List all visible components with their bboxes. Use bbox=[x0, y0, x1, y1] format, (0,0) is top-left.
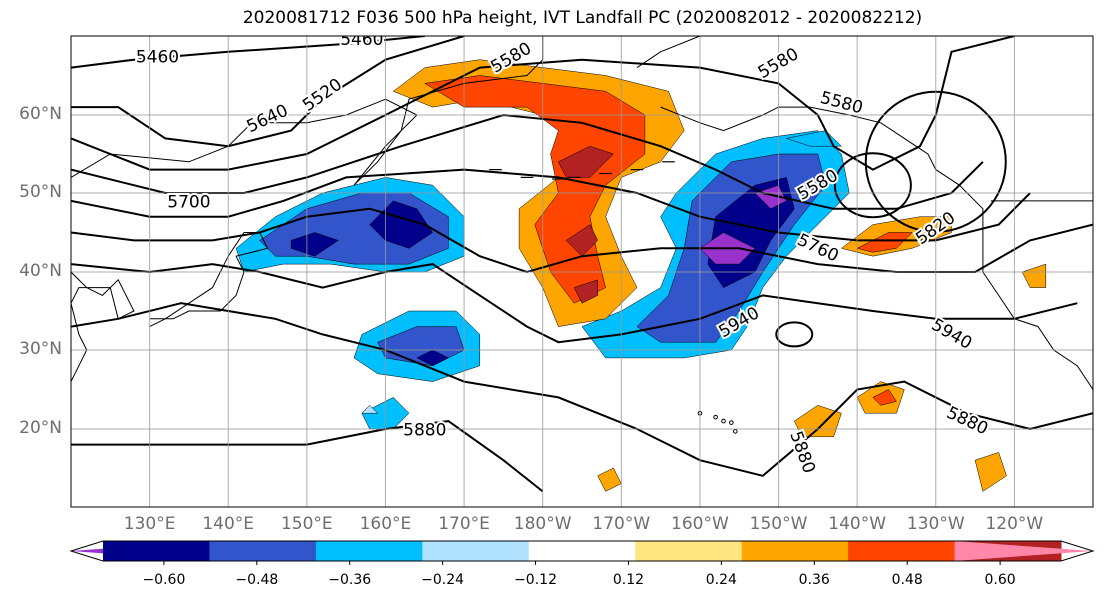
height-contour bbox=[71, 302, 1093, 477]
ivt-pos-core-central bbox=[565, 224, 599, 257]
contour-label: 5460 bbox=[340, 30, 383, 50]
island bbox=[733, 429, 738, 434]
contour-label: 5880 bbox=[943, 403, 991, 439]
height-contour bbox=[775, 321, 814, 348]
ivt-neg-core-west bbox=[290, 232, 339, 257]
lat-label: 20°N bbox=[19, 418, 62, 438]
colorbar-swatch bbox=[103, 541, 210, 561]
colorbar-tick-label: −0.36 bbox=[328, 572, 372, 588]
height-contour bbox=[71, 36, 1015, 171]
lon-label: 180°W bbox=[513, 514, 572, 534]
colorbar-swatch bbox=[954, 541, 1093, 561]
colorbar-swatch bbox=[741, 541, 849, 561]
height-contour bbox=[833, 152, 912, 219]
island bbox=[729, 420, 734, 425]
colorbar-tick-label: 0.24 bbox=[705, 572, 737, 588]
colorbar-tick-label: −0.12 bbox=[514, 572, 557, 588]
colorbar-swatch bbox=[528, 541, 636, 561]
lon-label: 170°E bbox=[438, 514, 490, 534]
lon-label: 170°W bbox=[592, 514, 651, 534]
lat-label: 30°N bbox=[19, 339, 62, 359]
lon-label: 160°W bbox=[671, 514, 729, 534]
contour-label: 5940 bbox=[928, 315, 975, 354]
colorbar-swatch bbox=[209, 541, 317, 561]
coastline bbox=[71, 36, 544, 186]
map-title: 2020081712 F036 500 hPa height, IVT Land… bbox=[242, 8, 923, 28]
colorbar-tick-label: 0.36 bbox=[798, 572, 830, 588]
ivt-pos-small bbox=[1021, 263, 1047, 288]
island bbox=[713, 414, 718, 420]
colorbar-swatch bbox=[422, 541, 530, 561]
contour-label: 5520 bbox=[299, 75, 346, 116]
ivt-pos-small bbox=[974, 452, 1007, 492]
lat-label: 40°N bbox=[19, 261, 62, 281]
lon-label: 150°W bbox=[749, 514, 808, 534]
lon-label: 140°W bbox=[828, 514, 887, 534]
height-contour bbox=[71, 168, 1031, 242]
colorbar-tick-label: −0.60 bbox=[142, 572, 186, 588]
coastline bbox=[636, 36, 779, 69]
contour-label: 5700 bbox=[167, 192, 210, 212]
island bbox=[721, 418, 726, 424]
colorbar bbox=[69, 540, 1095, 565]
coastline bbox=[149, 232, 269, 328]
colorbar-tick-label: 0.12 bbox=[612, 572, 645, 588]
coastline bbox=[71, 271, 135, 383]
colorbar-swatch bbox=[635, 541, 743, 561]
lat-label: 60°N bbox=[19, 104, 62, 124]
lon-label: 130°W bbox=[906, 514, 965, 534]
lon-label: 150°E bbox=[280, 514, 333, 534]
ivt-pos-core-central bbox=[558, 145, 614, 178]
ivt-pos-small bbox=[872, 389, 897, 406]
ivt-pos-small bbox=[597, 467, 622, 492]
colorbar-tick-label: −0.48 bbox=[235, 572, 279, 588]
height-contour bbox=[71, 36, 465, 148]
colorbar-outline bbox=[69, 540, 1095, 562]
colorbar-swatch bbox=[315, 541, 423, 561]
ivt-neg-core-subtropical bbox=[416, 349, 449, 367]
ivt-neg-small bbox=[361, 404, 379, 414]
lon-label: 120°W bbox=[985, 514, 1044, 534]
map-frame bbox=[70, 35, 1094, 508]
ivt-pos-core-central bbox=[573, 279, 598, 304]
colorbar-tick-label: −0.24 bbox=[421, 572, 465, 588]
contour-label: 5460 bbox=[136, 47, 179, 67]
lat-label: 50°N bbox=[19, 182, 62, 202]
lon-label: 160°E bbox=[359, 514, 412, 534]
lon-label: 130°E bbox=[123, 514, 176, 534]
colorbar-tick-label: 0.48 bbox=[891, 572, 923, 588]
map-layers: 5460546055205580558055805580564055805700… bbox=[71, 30, 1093, 507]
contour-label: 5880 bbox=[403, 421, 446, 441]
colorbar-tick-label: 0.60 bbox=[984, 572, 1016, 588]
lon-label: 140°E bbox=[202, 514, 255, 534]
colorbar-swatch bbox=[848, 541, 956, 561]
